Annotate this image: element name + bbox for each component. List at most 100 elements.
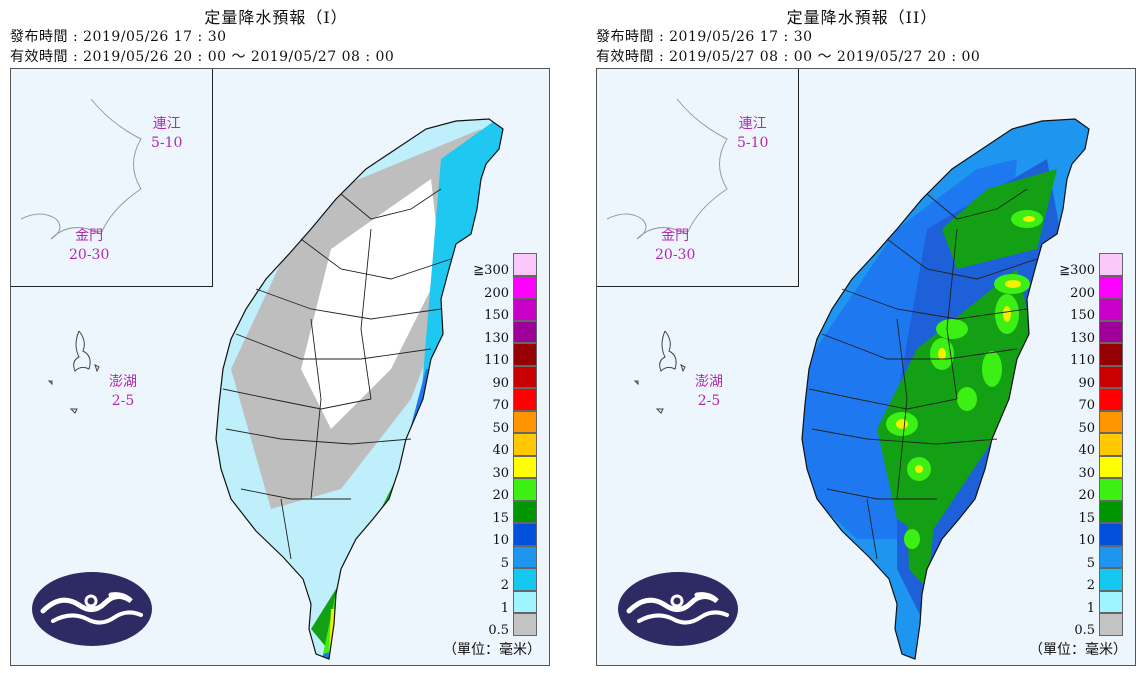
- legend-row: 0.5: [459, 613, 537, 638]
- legend-label: 50: [1078, 420, 1095, 436]
- penghu-name: 澎湖: [695, 374, 723, 390]
- legend-swatch: [1099, 478, 1123, 501]
- legend-row: 20: [1045, 478, 1123, 503]
- legend-swatch: [1099, 613, 1123, 636]
- legend-swatch: [1099, 455, 1123, 478]
- taiwan-rainfall-map-svg: [606, 98, 1090, 660]
- matsu-name: 連江: [152, 116, 181, 132]
- legend-swatch: [513, 298, 537, 321]
- legend-label: 2: [1086, 578, 1095, 593]
- legend-label: 30: [1078, 465, 1095, 481]
- legend-label: 130: [484, 330, 509, 346]
- matsu-label: 連江 5-10: [151, 115, 182, 153]
- legend-swatch: [1099, 500, 1123, 523]
- kinmen-label: 金門 20-30: [655, 227, 695, 265]
- kinmen-range: 20-30: [655, 247, 696, 263]
- legend-swatch: [1099, 320, 1123, 343]
- legend-label: 40: [492, 443, 509, 458]
- legend-swatch: [1099, 523, 1123, 546]
- penghu-islands: [47, 330, 100, 414]
- legend-label: 150: [484, 308, 509, 323]
- valid-time-end: 2019/05/27 20 : 00: [836, 49, 981, 65]
- legend-label: 150: [1070, 308, 1095, 323]
- legend-label: 10: [1078, 533, 1095, 548]
- legend-row: 1: [1045, 590, 1123, 616]
- penghu-range: 2-5: [111, 393, 135, 409]
- legend-row: 10: [459, 523, 537, 548]
- matsu-name: 連江: [738, 116, 767, 132]
- legend-swatch: [1099, 410, 1123, 433]
- legend-label: 110: [1070, 353, 1095, 368]
- legend-label: 15: [1078, 510, 1095, 526]
- legend-label: 30: [492, 465, 509, 481]
- issue-time-label: 發布時間: [10, 29, 68, 45]
- legend-row: 40: [459, 433, 537, 458]
- kinmen-name: 金門: [75, 228, 104, 244]
- taiwan-coastline: [215, 118, 504, 660]
- legend-swatch: [513, 275, 537, 298]
- legend-row: 90: [1045, 365, 1123, 391]
- legend-row: 0.5: [1045, 613, 1123, 638]
- legend-row: 5: [1045, 545, 1123, 571]
- legend-swatch: [1099, 545, 1123, 568]
- legend-label: 20: [1078, 488, 1095, 503]
- legend-swatch: [1099, 343, 1123, 366]
- forecast-panel-2: 定量降水預報（II） 發布時間 : 2019/05/26 17 : 30 有效時…: [586, 0, 1138, 673]
- legend-row: 2: [1045, 568, 1123, 593]
- taiwan-rainfall-map-svg: [20, 98, 504, 660]
- outlying-islands-inset: [597, 69, 799, 287]
- matsu-range: 5-10: [737, 135, 769, 151]
- legend-row: 10: [1045, 523, 1123, 548]
- cwb-logo: [32, 572, 152, 646]
- legend-swatch: [1099, 388, 1123, 411]
- legend-label: ≧300: [473, 263, 509, 278]
- rainfall-legend: ≧300 200 150 130 110 90 70 50 40 30 20 15 10 5 2 1 0.5: [459, 253, 537, 638]
- valid-time-start: 2019/05/27 08 : 00: [669, 49, 813, 65]
- county-boundaries: [808, 188, 1038, 560]
- legend-row: 110: [1045, 343, 1123, 368]
- legend-swatch: [513, 365, 537, 388]
- rainfall-map: 連江 5-10 金門 20-30 澎湖 2-5 ≧300 200 150 130 110…: [10, 68, 550, 666]
- legend-label: 1: [500, 600, 509, 616]
- issue-time-label: 發布時間: [596, 29, 654, 45]
- legend-swatch: [1099, 568, 1123, 591]
- unit-label: （單位：毫米）: [1029, 642, 1127, 658]
- legend-swatch: [1099, 253, 1123, 276]
- rainfall-legend: ≧300 200 150 130 110 90 70 50 40 30 20 15 10 5 2 1 0.5: [1045, 253, 1123, 638]
- unit-label: （單位：毫米）: [443, 642, 541, 658]
- legend-label: 20: [492, 488, 509, 503]
- legend-swatch: [1099, 433, 1123, 456]
- legend-row: 20: [459, 478, 537, 503]
- legend-label: 0.5: [1074, 623, 1095, 638]
- issue-time-value: 2019/05/26 17 : 30: [83, 29, 227, 45]
- legend-label: 1: [1086, 600, 1095, 616]
- legend-swatch: [513, 320, 537, 343]
- issue-time-line: 發布時間 : 2019/05/26 17 : 30: [596, 29, 813, 45]
- legend-label: 2: [500, 578, 509, 593]
- legend-swatch: [513, 388, 537, 411]
- legend-swatch: [1099, 365, 1123, 388]
- legend-label: ≧300: [1059, 263, 1095, 278]
- panel-title: 定量降水預報（I）: [204, 8, 348, 27]
- inset-coastline: [636, 98, 728, 240]
- panel-title: 定量降水預報（II）: [786, 8, 938, 27]
- legend-label: 130: [1070, 330, 1095, 346]
- matsu-range: 5-10: [151, 135, 183, 151]
- legend-swatch: [513, 410, 537, 433]
- legend-row: 110: [459, 343, 537, 368]
- legend-swatch: [1099, 298, 1123, 321]
- matsu-label: 連江 5-10: [737, 115, 768, 153]
- legend-label: 5: [500, 555, 509, 571]
- legend-swatch: [513, 613, 537, 636]
- legend-label: 5: [1086, 555, 1095, 571]
- legend-row: 30: [459, 455, 537, 481]
- legend-row: 150: [1045, 298, 1123, 323]
- kinmen-name: 金門: [661, 228, 690, 244]
- county-boundaries: [222, 188, 452, 560]
- valid-time-label: 有效時間: [596, 49, 654, 65]
- legend-swatch: [513, 455, 537, 478]
- penghu-islands: [633, 330, 686, 414]
- legend-swatch: [513, 523, 537, 546]
- issue-time-line: 發布時間 : 2019/05/26 17 : 30: [10, 29, 227, 45]
- legend-swatch: [513, 253, 537, 276]
